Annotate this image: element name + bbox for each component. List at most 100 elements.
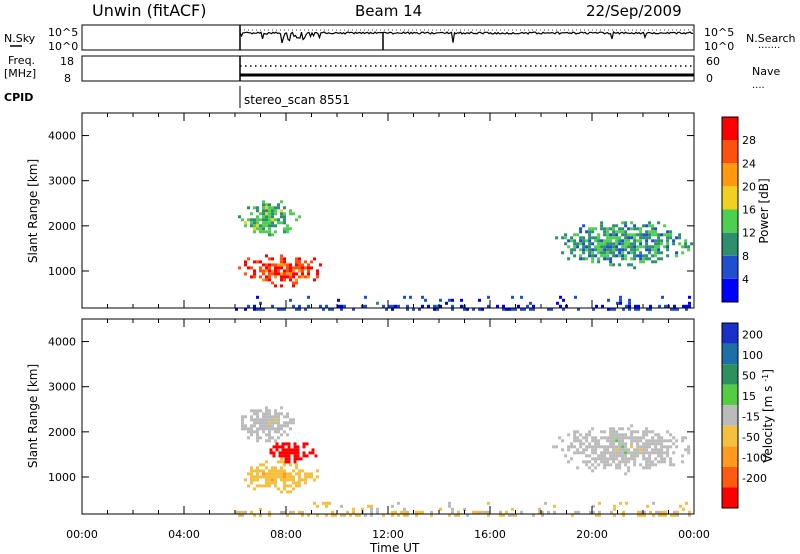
heatmap-cell <box>612 442 616 446</box>
heatmap-cell <box>427 304 430 308</box>
heatmap-cell <box>678 233 682 237</box>
heatmap-cell <box>241 424 244 428</box>
heatmap-cell <box>466 307 469 311</box>
heatmap-cell <box>649 307 652 311</box>
y-tick-label: 1000 <box>48 471 76 484</box>
heatmap-cell <box>286 412 289 416</box>
heatmap-cell <box>630 430 634 434</box>
heatmap-cell <box>286 475 289 479</box>
heatmap-cell <box>268 263 271 267</box>
heatmap-cell <box>472 510 475 514</box>
heatmap-cell <box>561 439 565 443</box>
heatmap-cell <box>618 451 622 455</box>
heatmap-cell <box>547 510 550 514</box>
heatmap-cell <box>256 218 259 222</box>
heatmap-cell <box>253 513 256 517</box>
heatmap-cell <box>639 254 643 258</box>
heatmap-cell <box>259 275 262 279</box>
heatmap-cell <box>582 236 586 240</box>
heatmap-cell <box>630 257 634 261</box>
heatmap-cell <box>660 242 664 246</box>
colorbar-swatch <box>722 186 738 210</box>
heatmap-cell <box>340 504 343 508</box>
heatmap-cell <box>271 269 274 273</box>
heatmap-cell <box>520 307 523 311</box>
heatmap-cell <box>286 266 289 270</box>
heatmap-cell <box>277 221 280 225</box>
heatmap-cell <box>271 209 274 213</box>
heatmap-cell <box>609 263 613 267</box>
heatmap-cell <box>648 257 652 261</box>
heatmap-cell <box>448 501 451 505</box>
heatmap-cell <box>633 242 637 246</box>
heatmap-cell <box>298 481 301 485</box>
heatmap-cell <box>642 436 646 440</box>
heatmap-cell <box>436 304 439 308</box>
heatmap-cell <box>293 454 297 458</box>
heatmap-cell <box>654 248 658 252</box>
heatmap-cell <box>337 298 340 302</box>
heatmap-cell <box>609 236 613 240</box>
heatmap-cell <box>295 272 298 276</box>
y-tick-label: 4000 <box>48 130 76 143</box>
heatmap-cell <box>687 451 691 455</box>
heatmap-cell <box>496 304 499 308</box>
time-axis-ticks: 00:00 04:00 08:00 12:00 16:00 20:00 00:00 <box>66 528 710 541</box>
nsearch-tick-bottom: 10^0 <box>704 40 734 53</box>
heatmap-cell <box>283 472 286 476</box>
heatmap-cell <box>244 478 247 482</box>
heatmap-cell <box>658 513 661 517</box>
heatmap-cell <box>673 304 676 308</box>
heatmap-cell <box>247 304 250 308</box>
heatmap-cell <box>613 307 616 311</box>
heatmap-cell <box>645 448 649 452</box>
heatmap-cell <box>433 304 436 308</box>
heatmap-cell <box>648 463 652 467</box>
heatmap-cell <box>651 230 655 234</box>
heatmap-cell <box>615 254 619 258</box>
heatmap-cell <box>633 460 637 464</box>
heatmap-cell <box>310 266 313 270</box>
heatmap-cell <box>289 266 292 270</box>
heatmap-cell <box>302 451 306 455</box>
heatmap-cell <box>298 269 301 273</box>
heatmap-cell <box>603 436 607 440</box>
heatmap-cell <box>642 448 646 452</box>
heatmap-cell <box>256 427 259 431</box>
heatmap-cell <box>289 472 292 476</box>
heatmap-cell <box>301 266 304 270</box>
heatmap-cell <box>250 415 253 419</box>
heatmap-cell <box>430 513 433 517</box>
heatmap-cell <box>451 307 454 311</box>
heatmap-cell <box>364 295 367 299</box>
heatmap-cell <box>660 448 664 452</box>
heatmap-cell <box>592 504 595 508</box>
heatmap-cell <box>597 239 601 243</box>
heatmap-cell <box>274 224 277 228</box>
heatmap-cell <box>585 436 589 440</box>
heatmap-cell <box>573 445 577 449</box>
heatmap-cell <box>642 430 646 434</box>
heatmap-cell <box>283 463 286 467</box>
heatmap-cell <box>654 254 658 258</box>
heatmap-cell <box>645 466 649 470</box>
heatmap-cell <box>268 430 271 434</box>
heatmap-cell <box>290 451 294 455</box>
y-tick-label: 2000 <box>48 220 76 233</box>
heatmap-cell <box>684 242 688 246</box>
y-tick-label: 4000 <box>48 336 76 349</box>
heatmap-cell <box>280 457 283 461</box>
heatmap-cell <box>582 248 586 252</box>
heatmap-cell <box>289 478 292 482</box>
heatmap-cell <box>660 257 664 261</box>
heatmap-cell <box>487 295 490 299</box>
heatmap-cell <box>658 304 661 308</box>
heatmap-cell <box>286 472 289 476</box>
heatmap-cell <box>247 472 250 476</box>
heatmap-cell <box>355 513 358 517</box>
heatmap-cell <box>618 460 622 464</box>
heatmap-cell <box>592 307 595 311</box>
heatmap-cell <box>573 248 577 252</box>
heatmap-cell <box>283 221 286 225</box>
heatmap-cell <box>646 307 649 311</box>
